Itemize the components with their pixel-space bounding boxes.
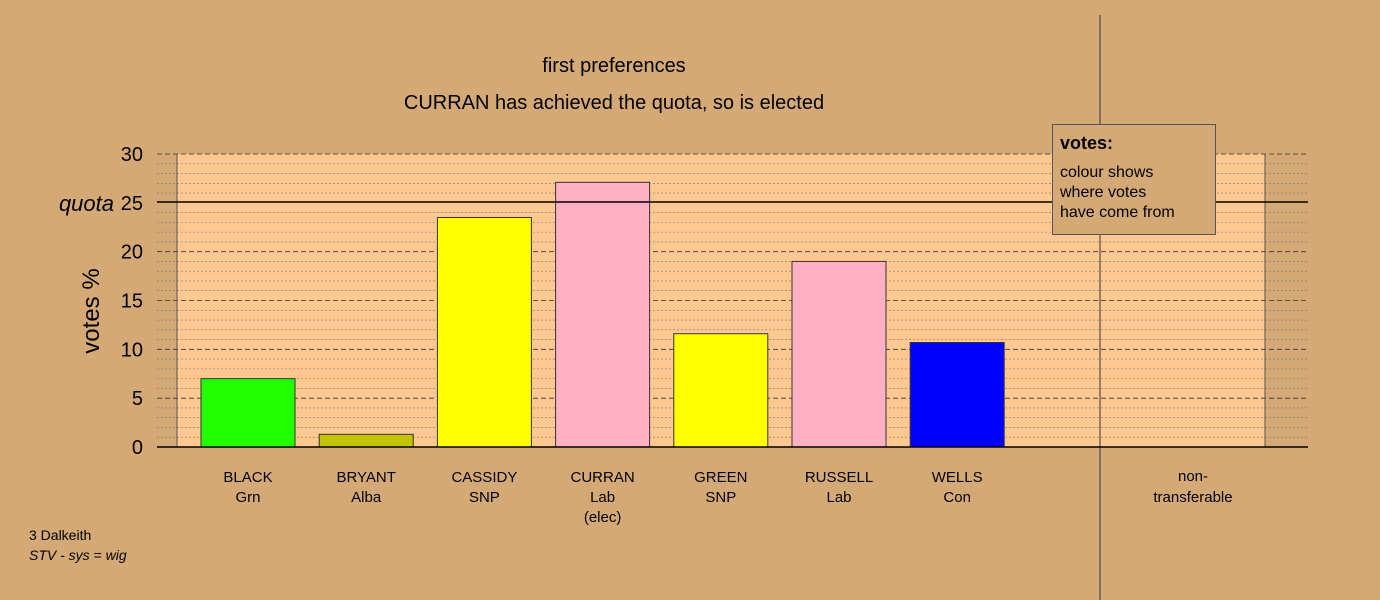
legend-line: where votes xyxy=(1060,184,1147,201)
y-tick-label: 15 xyxy=(121,291,143,313)
bar-curran xyxy=(555,181,651,448)
bar-wells xyxy=(909,341,1005,448)
y-tick-label: 30 xyxy=(121,144,143,166)
y-tick-label: 20 xyxy=(121,242,143,264)
bars xyxy=(200,181,1005,448)
candidate-party: Lab xyxy=(590,489,615,506)
bar-cassidy xyxy=(436,216,532,448)
y-tick-label: 25 xyxy=(121,193,143,215)
candidate-party: SNP xyxy=(705,489,736,506)
y-tick-label: 10 xyxy=(121,339,143,361)
candidate-name: CASSIDY xyxy=(451,469,517,486)
candidate-name: GREEN xyxy=(694,469,747,486)
candidate-party: SNP xyxy=(469,489,500,506)
nontransferable-label-line2: transferable xyxy=(1153,489,1232,506)
y-tick-label: 5 xyxy=(132,388,143,410)
legend-line: have come from xyxy=(1060,204,1175,221)
candidate-party: Alba xyxy=(351,489,382,506)
y-tick-labels: 0 5 10 15 20 25 30 xyxy=(121,144,143,459)
candidate-name: WELLS xyxy=(932,469,983,486)
y-tick-label: 0 xyxy=(132,437,143,459)
bar-green xyxy=(673,333,769,448)
ward-name: 3 Dalkeith xyxy=(29,527,92,543)
legend-title: votes: xyxy=(1060,133,1114,153)
bar-bryant xyxy=(318,433,414,448)
candidate-status: (elec) xyxy=(584,509,622,526)
y-axis-label: votes % xyxy=(78,268,105,353)
voting-system: STV - sys = wig xyxy=(29,547,127,563)
candidate-name: BLACK xyxy=(223,469,272,486)
nontransferable-label-line1: non- xyxy=(1178,468,1208,485)
quota-label: quota xyxy=(59,191,114,216)
candidate-name: BRYANT xyxy=(336,469,395,486)
chart-title: first preferences xyxy=(542,55,685,77)
bar-russell xyxy=(791,260,887,448)
x-category-labels: BLACK Grn BRYANT Alba CASSIDY SNP CURRAN Lab (el… xyxy=(223,469,982,526)
candidate-name: RUSSELL xyxy=(805,469,873,486)
candidate-party: Lab xyxy=(826,489,851,506)
candidate-name: CURRAN xyxy=(571,469,635,486)
legend-line: colour shows xyxy=(1060,164,1154,181)
chart-subtitle: CURRAN has achieved the quota, so is ele… xyxy=(404,92,824,114)
bar-black xyxy=(200,378,296,448)
candidate-party: Con xyxy=(943,489,971,506)
legend-box: votes: colour shows where votes have com… xyxy=(1052,124,1216,235)
candidate-party: Grn xyxy=(235,489,260,506)
